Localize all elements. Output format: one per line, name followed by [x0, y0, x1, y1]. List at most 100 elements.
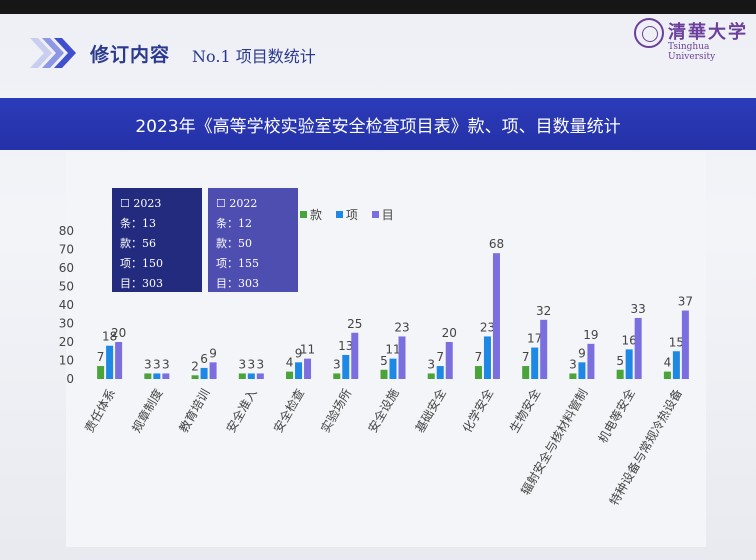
data-label: 7: [522, 350, 530, 364]
value: 303: [142, 277, 163, 290]
x-tick-label: 机电等安全: [595, 386, 638, 445]
university-logo-text: 清華大学: [668, 22, 748, 43]
data-label: 6: [200, 352, 208, 366]
data-label: 20: [111, 326, 126, 340]
bar: [569, 373, 577, 379]
label: 款：: [216, 237, 238, 250]
bar: [162, 373, 170, 379]
summary-year: 2023: [133, 197, 162, 210]
data-label: 7: [436, 350, 444, 364]
checkbox-icon: ☐: [216, 197, 230, 210]
data-label: 18: [102, 330, 117, 344]
bar: [492, 253, 500, 379]
x-tick-label: 生物安全: [506, 386, 543, 435]
section-subtitle: No.1 项目数统计: [192, 47, 316, 66]
bar: [681, 310, 689, 379]
checkbox-icon: ☐: [120, 197, 134, 210]
bar: [333, 373, 341, 379]
summary-box-2022: ☐ 2022 条：12 款：50 项：155 目：303: [208, 188, 298, 292]
data-label: 3: [162, 357, 170, 371]
bar: [531, 347, 539, 379]
data-label: 7: [475, 350, 483, 364]
x-tick-label: 责任体系: [82, 387, 118, 436]
label: 款：: [120, 237, 142, 250]
data-label: 9: [295, 346, 303, 360]
bar: [238, 373, 246, 379]
bar: [398, 336, 406, 379]
data-label: 7: [97, 350, 105, 364]
data-label: 11: [300, 343, 315, 357]
data-label: 3: [427, 357, 435, 371]
data-label: 3: [569, 357, 577, 371]
x-tick-label: 规章制度: [128, 386, 165, 435]
bar: [295, 362, 303, 379]
bar: [625, 349, 633, 379]
label: 目：: [120, 277, 142, 290]
bar: [436, 366, 444, 379]
data-label: 4: [286, 356, 294, 370]
data-label: 5: [380, 354, 388, 368]
legend-item-xiang: 项: [335, 208, 358, 222]
bar: [144, 373, 152, 379]
y-tick-label: 10: [59, 354, 74, 368]
bar: [578, 362, 586, 379]
bar: [97, 366, 105, 379]
bar: [445, 342, 453, 379]
x-tick-label: 安全设施: [365, 386, 402, 435]
y-tick-label: 0: [66, 372, 74, 386]
data-label: 5: [616, 354, 624, 368]
data-label: 2: [191, 359, 199, 373]
x-tick-label: 基础安全: [412, 386, 449, 435]
x-tick-label: 化学安全: [459, 386, 496, 435]
bar: [427, 373, 435, 379]
data-label: 16: [622, 333, 637, 347]
summary-box-2023: ☐ 2023 条：13 款：56 项：150 目：303: [112, 188, 202, 292]
y-tick-label: 80: [59, 224, 74, 238]
legend-label: 目: [381, 208, 394, 222]
bar: [616, 369, 624, 379]
university-logo-english: Tsinghua University: [668, 42, 716, 62]
data-label: 13: [338, 339, 353, 353]
x-tick-label: 安全检查: [270, 386, 307, 435]
data-label: 23: [394, 320, 409, 334]
data-label: 20: [442, 326, 457, 340]
legend-label: 项: [345, 208, 358, 222]
bar: [483, 336, 491, 379]
bar: [663, 371, 671, 379]
chevron-arrows-icon: [30, 38, 76, 68]
data-label: 3: [153, 357, 161, 371]
data-label: 23: [480, 320, 495, 334]
data-label: 3: [333, 357, 341, 371]
bar: [634, 317, 642, 379]
data-label: 3: [238, 357, 246, 371]
x-tick-label: 教育培训: [176, 386, 213, 435]
bar: [389, 358, 397, 379]
value: 56: [142, 237, 156, 250]
bar: [342, 354, 350, 379]
label: 目：: [216, 277, 238, 290]
data-label: 68: [489, 237, 504, 251]
data-label: 32: [536, 304, 551, 318]
value: 13: [142, 217, 156, 230]
tsinghua-seal-icon: [634, 18, 664, 48]
bar: [115, 342, 123, 379]
section-title: 修订内容: [90, 44, 171, 66]
legend-item-mu: 目: [371, 208, 394, 222]
x-tick-label: 实验场所: [317, 386, 354, 435]
chart-title: 2023年《高等学校实验室安全检查项目表》款、项、目数量统计: [135, 117, 621, 137]
data-label: 15: [669, 335, 684, 349]
data-label: 11: [385, 343, 400, 357]
bar: [304, 358, 312, 379]
legend-swatch: [300, 211, 307, 218]
data-label: 3: [256, 357, 264, 371]
data-label: 9: [209, 346, 217, 360]
data-label: 17: [527, 332, 542, 346]
value: 150: [142, 257, 163, 270]
data-label: 9: [578, 346, 586, 360]
bar: [286, 371, 294, 379]
y-tick-label: 20: [59, 335, 74, 349]
bar: [474, 366, 482, 379]
legend-label: 款: [310, 208, 323, 222]
